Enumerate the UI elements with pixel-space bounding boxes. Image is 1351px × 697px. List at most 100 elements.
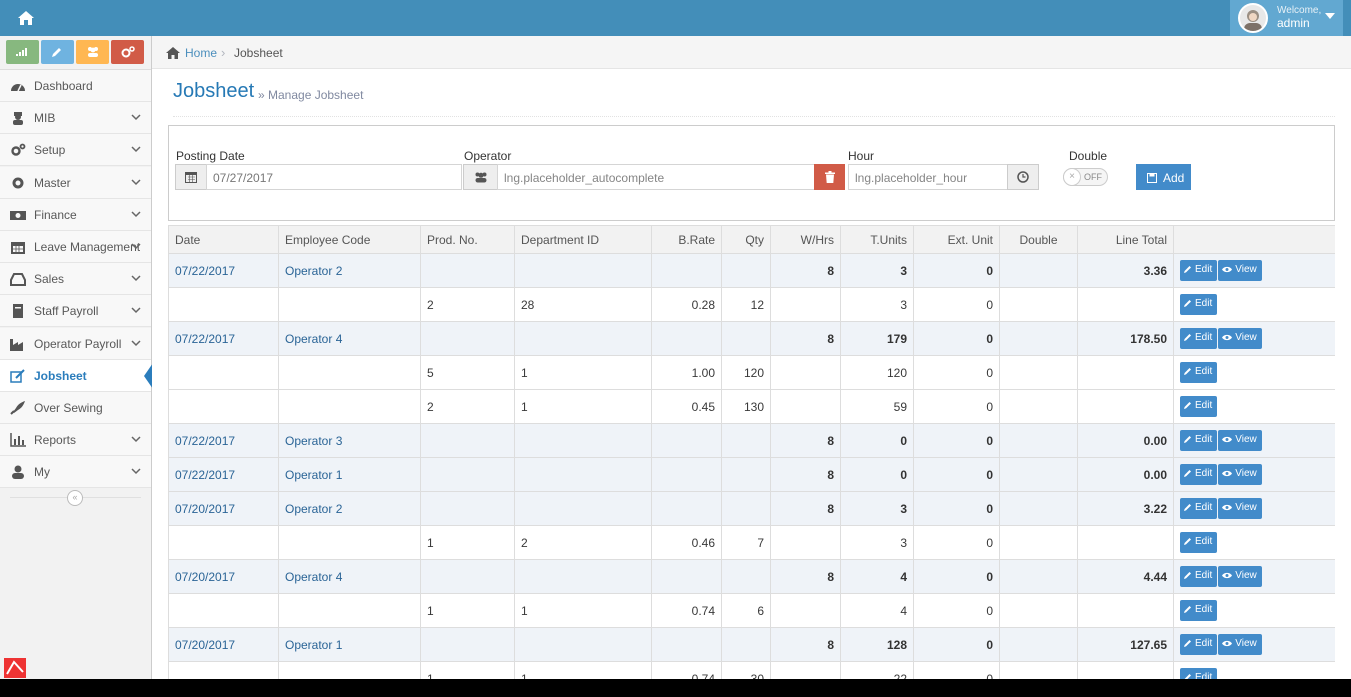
posting-date-input[interactable]: 07/27/2017 bbox=[206, 164, 462, 190]
edit-button-label: Edit bbox=[1195, 332, 1213, 343]
operator-autocomplete-input[interactable]: lng.placeholder_autocomplete bbox=[497, 164, 815, 190]
column-header[interactable]: Prod. No. bbox=[420, 225, 515, 254]
total-units-cell: 128 bbox=[840, 627, 914, 662]
add-button[interactable]: Add bbox=[1136, 164, 1191, 190]
date-link[interactable]: 07/20/2017 bbox=[168, 559, 279, 594]
edit-button[interactable]: Edit bbox=[1180, 260, 1218, 281]
employee-link[interactable]: Operator 3 bbox=[278, 423, 421, 458]
employee-link[interactable]: Operator 4 bbox=[278, 559, 421, 594]
sidebar-item-reports[interactable]: Reports bbox=[0, 424, 151, 456]
edit-button[interactable]: Edit bbox=[1180, 464, 1218, 485]
edit-button[interactable]: Edit bbox=[1180, 600, 1218, 621]
column-header[interactable]: W/Hrs bbox=[770, 225, 841, 254]
column-header[interactable]: Date bbox=[168, 225, 279, 254]
column-header[interactable]: Department ID bbox=[514, 225, 652, 254]
rocket-icon bbox=[10, 401, 25, 415]
sidebar-item-sales[interactable]: Sales bbox=[0, 263, 151, 295]
pencil-icon bbox=[1184, 266, 1191, 273]
work-hours-cell: 8 bbox=[770, 423, 841, 458]
date-link[interactable]: 07/22/2017 bbox=[168, 457, 279, 492]
inbox-icon bbox=[10, 273, 26, 286]
view-button[interactable]: View bbox=[1218, 464, 1262, 485]
employee-link[interactable]: Operator 1 bbox=[278, 457, 421, 492]
home-icon[interactable] bbox=[17, 9, 35, 27]
employee-link[interactable]: Operator 1 bbox=[278, 627, 421, 662]
date-link[interactable]: 07/20/2017 bbox=[168, 627, 279, 662]
sidebar-item-my[interactable]: My bbox=[0, 456, 151, 488]
view-button[interactable]: View bbox=[1218, 634, 1262, 655]
sidebar-item-jobsheet[interactable]: Jobsheet bbox=[0, 360, 153, 392]
sidebar-item-setup[interactable]: Setup bbox=[0, 134, 151, 166]
edit-button[interactable]: Edit bbox=[1180, 532, 1218, 553]
base-rate-cell: 0.28 bbox=[651, 287, 722, 322]
view-button[interactable]: View bbox=[1218, 260, 1262, 281]
breadcrumb-home-link[interactable]: Home bbox=[185, 46, 218, 60]
department-id-cell: 28 bbox=[514, 287, 652, 322]
employee-link[interactable]: Operator 2 bbox=[278, 491, 421, 526]
line-total-cell: 127.65 bbox=[1077, 627, 1174, 662]
shortcut-signal[interactable] bbox=[6, 40, 39, 64]
edit-button[interactable]: Edit bbox=[1180, 396, 1218, 417]
sidebar-item-operator-payroll[interactable]: Operator Payroll bbox=[0, 328, 151, 360]
sidebar-item-mib[interactable]: MIB bbox=[0, 102, 151, 134]
double-toggle[interactable]: × OFF bbox=[1063, 168, 1108, 186]
sidebar-item-label: Sales bbox=[34, 272, 65, 286]
sidebar-item-finance[interactable]: Finance bbox=[0, 199, 151, 231]
view-button[interactable]: View bbox=[1218, 328, 1262, 349]
actions-cell: Edit View bbox=[1173, 627, 1335, 662]
sidebar-item-over-sewing[interactable]: Over Sewing bbox=[0, 392, 151, 424]
shortcut-cogs[interactable] bbox=[111, 40, 144, 64]
double-left-icon[interactable]: « bbox=[67, 490, 83, 506]
hour-input[interactable]: lng.placeholder_hour bbox=[848, 164, 1008, 190]
ext-unit-cell: 0 bbox=[913, 457, 1000, 492]
edit-button[interactable]: Edit bbox=[1180, 668, 1218, 679]
sidebar-item-staff-payroll[interactable]: Staff Payroll bbox=[0, 295, 151, 327]
prod-no-cell: 1 bbox=[420, 661, 515, 679]
prod-no-cell bbox=[420, 423, 515, 458]
edit-button[interactable]: Edit bbox=[1180, 566, 1218, 587]
shortcut-pencil[interactable] bbox=[41, 40, 74, 64]
column-header[interactable]: Employee Code bbox=[278, 225, 421, 254]
date-link[interactable]: 07/22/2017 bbox=[168, 253, 279, 288]
employee-link bbox=[278, 525, 421, 560]
edit-button[interactable]: Edit bbox=[1180, 498, 1218, 519]
edit-button[interactable]: Edit bbox=[1180, 328, 1218, 349]
shortcut-users[interactable] bbox=[76, 40, 109, 64]
chevron-down-icon bbox=[131, 436, 141, 443]
employee-link bbox=[278, 287, 421, 322]
sidebar-item-master[interactable]: Master bbox=[0, 167, 151, 199]
book-icon bbox=[13, 304, 23, 318]
edit-button[interactable]: Edit bbox=[1180, 362, 1218, 383]
employee-link[interactable]: Operator 2 bbox=[278, 253, 421, 288]
column-header[interactable]: Line Total bbox=[1077, 225, 1174, 254]
ext-unit-cell: 0 bbox=[913, 321, 1000, 356]
work-hours-cell: 8 bbox=[770, 559, 841, 594]
posting-date-label: Posting Date bbox=[176, 149, 245, 163]
user-menu[interactable]: Welcome, admin bbox=[1230, 0, 1343, 36]
view-button[interactable]: View bbox=[1218, 498, 1262, 519]
edit-button[interactable]: Edit bbox=[1180, 634, 1218, 655]
double-cell bbox=[999, 593, 1078, 628]
edit-button[interactable]: Edit bbox=[1180, 430, 1218, 451]
column-header[interactable]: Double bbox=[999, 225, 1078, 254]
view-button[interactable]: View bbox=[1218, 566, 1262, 587]
main-content: Home › Jobsheet Jobsheet » Manage Jobshe… bbox=[152, 36, 1351, 679]
view-button[interactable]: View bbox=[1218, 430, 1262, 451]
column-header[interactable]: T.Units bbox=[840, 225, 914, 254]
date-link[interactable]: 07/22/2017 bbox=[168, 321, 279, 356]
date-link[interactable]: 07/22/2017 bbox=[168, 423, 279, 458]
column-header[interactable]: B.Rate bbox=[651, 225, 722, 254]
sidebar-item-dashboard[interactable]: Dashboard bbox=[0, 70, 151, 102]
view-button-label: View bbox=[1235, 570, 1257, 581]
employee-link[interactable]: Operator 4 bbox=[278, 321, 421, 356]
edit-button-label: Edit bbox=[1195, 502, 1213, 513]
column-header[interactable]: Qty bbox=[721, 225, 771, 254]
edit-button[interactable]: Edit bbox=[1180, 294, 1218, 315]
column-header[interactable]: Ext. Unit bbox=[913, 225, 1000, 254]
line-total-cell bbox=[1077, 525, 1174, 560]
calendar-addon[interactable] bbox=[175, 164, 207, 190]
base-rate-cell: 1.00 bbox=[651, 355, 722, 390]
clear-operator-button[interactable] bbox=[814, 164, 845, 190]
date-link[interactable]: 07/20/2017 bbox=[168, 491, 279, 526]
sidebar-item-leave-management[interactable]: Leave Management bbox=[0, 231, 151, 263]
